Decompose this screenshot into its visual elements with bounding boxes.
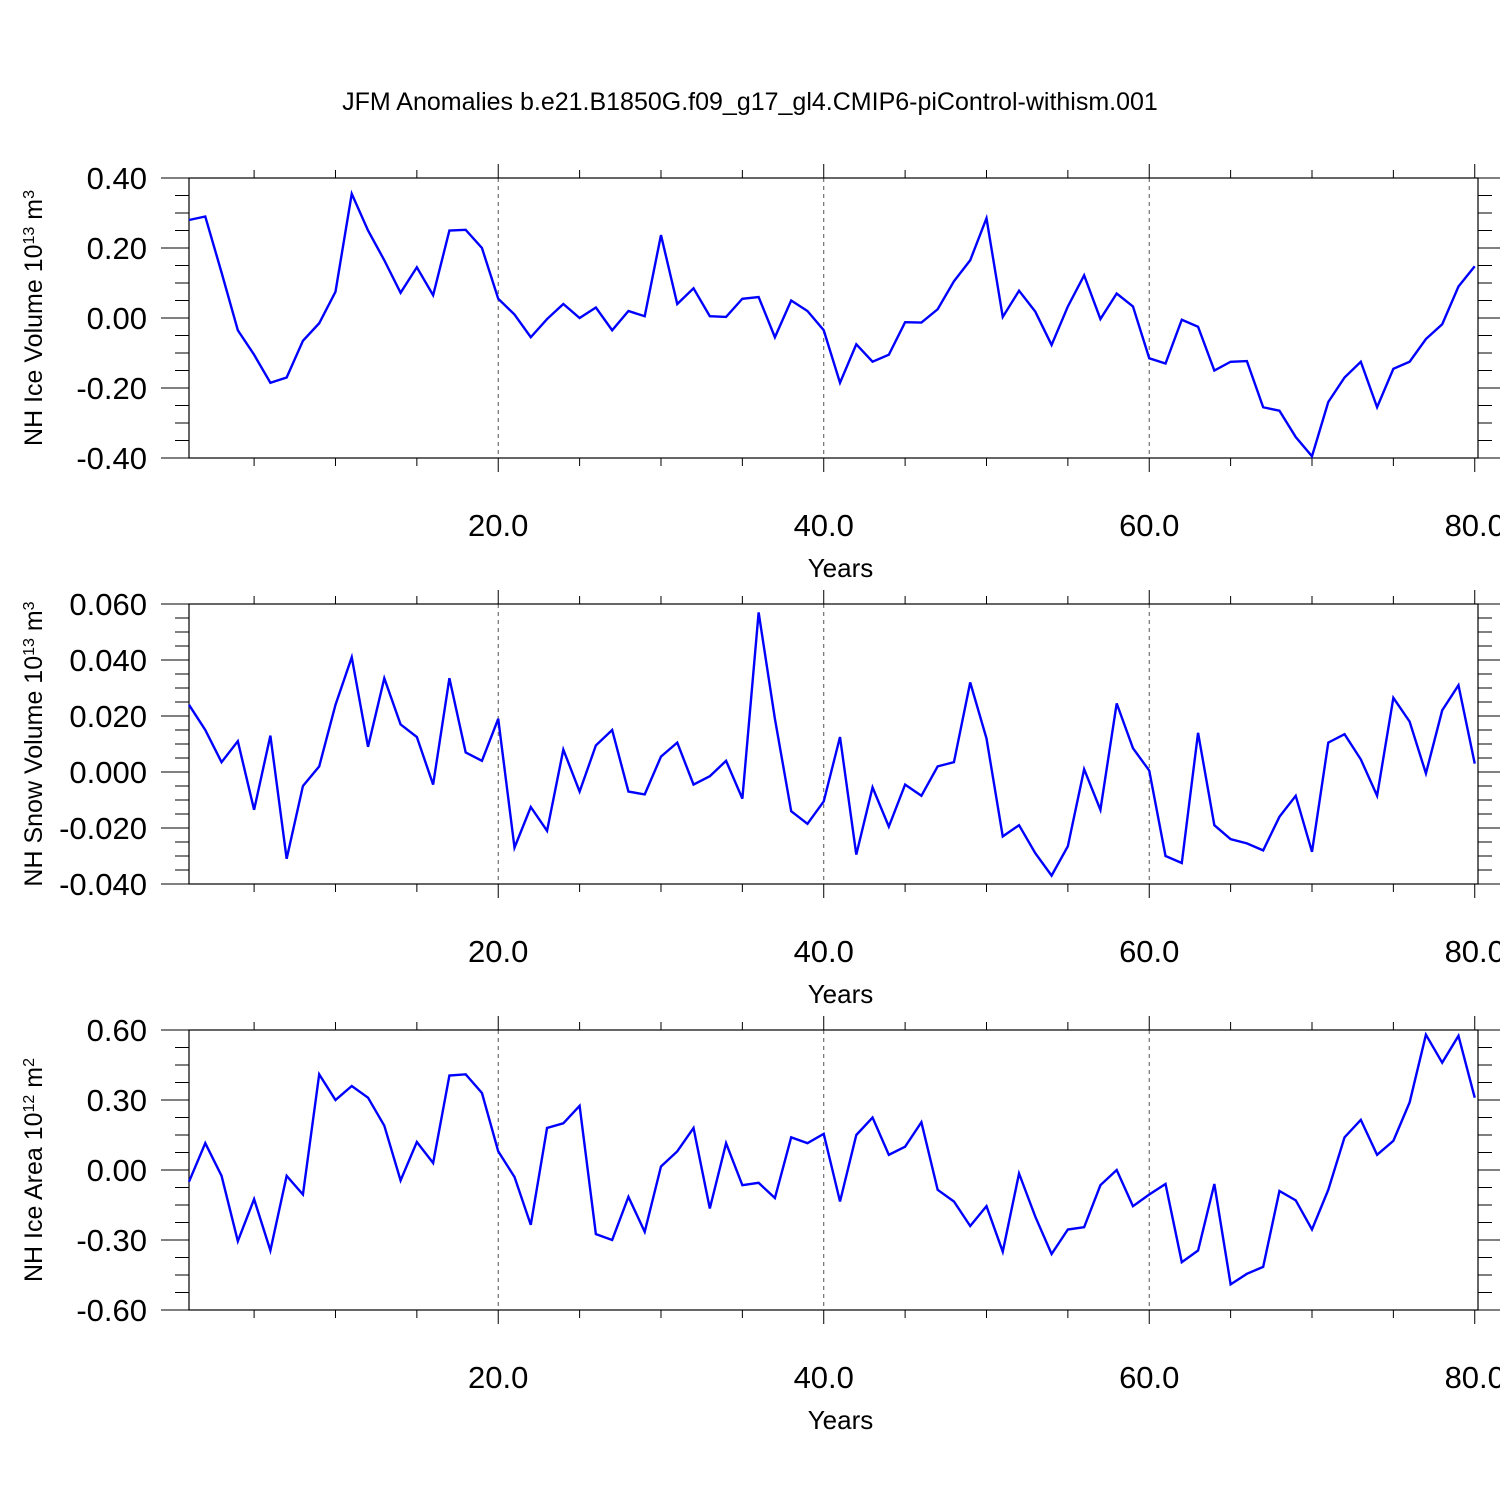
figure-title: JFM Anomalies b.e21.B1850G.f09_g17_gl4.C… — [342, 88, 1158, 116]
x-tick-label: 20.0 — [468, 1360, 528, 1395]
series-line — [187, 1031, 1476, 1287]
x-axis-label: Years — [808, 553, 874, 583]
y-tick-label: 0.30 — [87, 1083, 147, 1118]
y-tick-label: 0.60 — [87, 1013, 147, 1048]
y-tick-label: 0.00 — [87, 1153, 147, 1188]
y-tick-label: 0.020 — [69, 699, 147, 734]
y-tick-label: -0.40 — [76, 441, 147, 476]
y-tick-label: 0.060 — [69, 587, 147, 622]
series-line — [188, 189, 1476, 459]
x-axis-label: Years — [808, 979, 874, 1009]
plot-frame — [188, 177, 1479, 459]
y-tick-label: 0.20 — [87, 231, 147, 266]
y-axis-label: NH Snow Volume 1013 m3 — [20, 601, 48, 886]
x-tick-label: 80.0 — [1445, 508, 1500, 543]
y-tick-label: -0.20 — [76, 371, 147, 406]
y-axis-label: NH Ice Area 1012 m2 — [20, 1058, 48, 1282]
x-tick-label: 60.0 — [1119, 934, 1179, 969]
chart-panel-1: -0.40 -0.20 0.00 0.20 0.40 20.0 40.0 60.0 80.0 Ye… — [20, 161, 1500, 583]
x-tick-label: 20.0 — [468, 934, 528, 969]
y-tick-label: -0.60 — [76, 1293, 147, 1328]
x-tick-label: 60.0 — [1119, 1360, 1179, 1395]
x-axis-label: Years — [808, 1405, 874, 1435]
y-tick-label: 0.000 — [69, 755, 147, 790]
x-tick-label: 80.0 — [1445, 934, 1500, 969]
x-tick-label: 20.0 — [468, 508, 528, 543]
x-tick-label: 40.0 — [794, 934, 854, 969]
y-tick-label: -0.040 — [59, 867, 147, 902]
chart-panel-3: -0.60 -0.30 0.00 0.30 0.60 20.0 40.0 60.0 80.0 Ye… — [20, 1013, 1500, 1435]
plot-frame — [188, 603, 1479, 885]
y-axis-label: NH Ice Volume 1013 m3 — [20, 190, 48, 446]
y-tick-label: -0.30 — [76, 1223, 147, 1258]
x-tick-label: 80.0 — [1445, 1360, 1500, 1395]
y-tick-label: -0.020 — [59, 811, 147, 846]
y-tick-label: 0.00 — [87, 301, 147, 336]
plot-frame — [188, 1029, 1479, 1311]
y-tick-label: 0.040 — [69, 643, 147, 678]
x-tick-label: 40.0 — [794, 508, 854, 543]
y-tick-label: 0.40 — [87, 161, 147, 196]
x-tick-label: 40.0 — [794, 1360, 854, 1395]
series-line — [187, 612, 1476, 878]
x-tick-label: 60.0 — [1119, 508, 1179, 543]
chart-panel-2: -0.040 -0.020 0.000 0.020 0.040 0.060 20.0 40.0… — [20, 587, 1500, 1009]
